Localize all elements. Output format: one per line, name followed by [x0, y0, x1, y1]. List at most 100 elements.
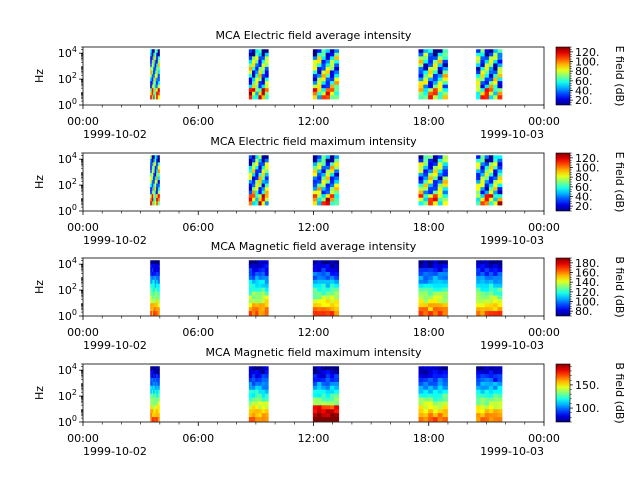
- heatmap-cell: [418, 397, 424, 403]
- heatmap-cell: [329, 194, 335, 199]
- heatmap-cell: [484, 176, 490, 181]
- heatmap-cell: [157, 370, 160, 375]
- heatmap-cell: [423, 381, 429, 387]
- heatmap-cell: [261, 279, 266, 285]
- heatmap-cell: [153, 52, 156, 57]
- heatmap-cell: [312, 162, 318, 167]
- heatmap-cell: [156, 283, 159, 289]
- heatmap-cell: [317, 264, 322, 269]
- heatmap-cell: [317, 172, 322, 178]
- y-tick-label: 100: [58, 308, 77, 323]
- heatmap-cell: [418, 190, 424, 195]
- heatmap-cell: [497, 162, 503, 167]
- heatmap-cell: [248, 165, 253, 171]
- heatmap-cell: [423, 275, 429, 281]
- heatmap-cell: [484, 52, 490, 57]
- heatmap-cell: [157, 393, 160, 399]
- heatmap-cell: [437, 268, 444, 273]
- heatmap-cell: [156, 275, 159, 281]
- heatmap-cell: [317, 74, 322, 79]
- heatmap-cell: [153, 91, 156, 96]
- heatmap-cell: [255, 88, 260, 93]
- heatmap-cell: [252, 287, 256, 293]
- heatmap-cell: [252, 194, 256, 199]
- heatmap-cell: [423, 66, 429, 72]
- heatmap-cell: [252, 70, 256, 75]
- heatmap-cell: [258, 385, 263, 391]
- heatmap-cell: [255, 264, 260, 269]
- heatmap-cell: [157, 180, 160, 185]
- heatmap-cell: [442, 95, 448, 100]
- heatmap-cell: [151, 70, 154, 75]
- heatmap-cell: [432, 291, 439, 297]
- heatmap-cell: [484, 268, 490, 273]
- heatmap-cell: [428, 169, 434, 174]
- heatmap-cell: [442, 405, 448, 410]
- heatmap-cell: [255, 303, 260, 308]
- heatmap-cell: [334, 381, 340, 387]
- heatmap-cell: [154, 88, 157, 93]
- heatmap-cell: [329, 279, 335, 285]
- heatmap-cell: [153, 272, 156, 277]
- x-date-label: 1999-10-03: [480, 128, 544, 141]
- heatmap-cell: [484, 74, 490, 79]
- heatmap-cell: [321, 401, 327, 406]
- heatmap-cell: [248, 370, 253, 375]
- heatmap-cell: [432, 162, 439, 167]
- heatmap-cell: [497, 381, 503, 387]
- heatmap-cell: [317, 201, 322, 206]
- heatmap-cell: [157, 287, 160, 293]
- heatmap-cell: [329, 366, 335, 371]
- heatmap-cell: [157, 385, 160, 391]
- heatmap-cell: [248, 303, 253, 308]
- heatmap-cell: [476, 52, 481, 57]
- colorbar-tick-label: 140.: [575, 276, 600, 289]
- heatmap-cell: [325, 370, 331, 375]
- heatmap-cell: [153, 201, 156, 206]
- heatmap-segment: [418, 366, 448, 422]
- heatmap-cell: [476, 176, 481, 181]
- heatmap-cell: [156, 66, 159, 72]
- heatmap-cell: [476, 287, 481, 293]
- heatmap-cell: [476, 74, 481, 79]
- heatmap-cell: [480, 91, 486, 96]
- heatmap-cell: [493, 63, 499, 68]
- heatmap-cell: [151, 366, 154, 371]
- heatmap-cell: [154, 279, 157, 285]
- heatmap-cell: [493, 172, 499, 178]
- heatmap-cell: [156, 409, 159, 414]
- heatmap-cell: [154, 172, 157, 178]
- heatmap-cell: [255, 158, 260, 163]
- heatmap-cell: [156, 291, 159, 297]
- heatmap-cell: [255, 389, 260, 395]
- heatmap-cell: [156, 70, 159, 75]
- heatmap-cell: [329, 172, 335, 178]
- heatmap-cell: [321, 172, 327, 178]
- heatmap-cell: [261, 183, 266, 188]
- heatmap-cell: [437, 158, 444, 163]
- heatmap-cell: [497, 374, 503, 379]
- heatmap-cell: [154, 77, 157, 82]
- heatmap-cell: [497, 401, 503, 406]
- heatmap-cell: [428, 389, 434, 395]
- heatmap-cell: [493, 77, 499, 82]
- heatmap-cell: [497, 169, 503, 174]
- heatmap-cell: [264, 260, 269, 265]
- heatmap-cell: [418, 52, 424, 57]
- heatmap-cell: [312, 49, 318, 54]
- heatmap-cell: [423, 260, 429, 265]
- heatmap-cell: [258, 95, 263, 100]
- heatmap-cell: [258, 366, 263, 371]
- x-tick-label: 00:00: [528, 221, 560, 234]
- heatmap-cell: [321, 74, 327, 79]
- heatmap-cell: [488, 95, 494, 100]
- heatmap-cell: [484, 187, 490, 192]
- heatmap-cell: [329, 260, 335, 265]
- heatmap-cell: [484, 197, 490, 202]
- heatmap-cell: [493, 176, 499, 181]
- heatmap-cell: [423, 303, 429, 308]
- heatmap-cell: [480, 311, 486, 316]
- heatmap-cell: [150, 95, 153, 100]
- heatmap-cell: [255, 66, 260, 72]
- heatmap-cell: [442, 299, 448, 304]
